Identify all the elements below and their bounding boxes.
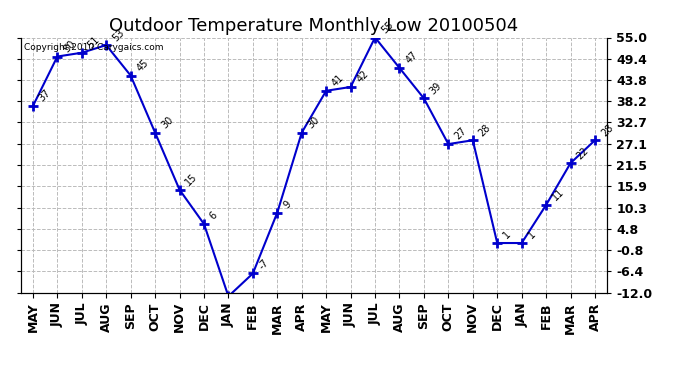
Text: 37: 37 — [37, 88, 53, 104]
Text: 9: 9 — [282, 199, 293, 210]
Text: 1: 1 — [502, 230, 513, 241]
Text: 51: 51 — [86, 35, 102, 51]
Text: -13: -13 — [0, 374, 1, 375]
Text: 28: 28 — [599, 122, 615, 138]
Text: 47: 47 — [404, 50, 420, 66]
Text: 30: 30 — [159, 115, 175, 130]
Text: 15: 15 — [184, 172, 199, 188]
Text: 6: 6 — [208, 210, 219, 222]
Text: 41: 41 — [331, 73, 346, 88]
Text: 53: 53 — [110, 27, 126, 43]
Text: -7: -7 — [257, 257, 271, 271]
Text: 45: 45 — [135, 58, 150, 74]
Text: 30: 30 — [306, 115, 322, 130]
Text: 28: 28 — [477, 122, 493, 138]
Text: 50: 50 — [61, 39, 77, 54]
Text: 11: 11 — [550, 187, 566, 203]
Text: 1: 1 — [526, 230, 538, 241]
Text: 39: 39 — [428, 81, 444, 96]
Text: 55: 55 — [380, 20, 395, 35]
Text: Copyright 2010 Carygaics.com: Copyright 2010 Carygaics.com — [23, 43, 163, 52]
Text: 42: 42 — [355, 69, 371, 85]
Title: Outdoor Temperature Monthly Low 20100504: Outdoor Temperature Monthly Low 20100504 — [109, 16, 519, 34]
Text: 27: 27 — [453, 126, 469, 142]
Text: 22: 22 — [575, 145, 591, 161]
